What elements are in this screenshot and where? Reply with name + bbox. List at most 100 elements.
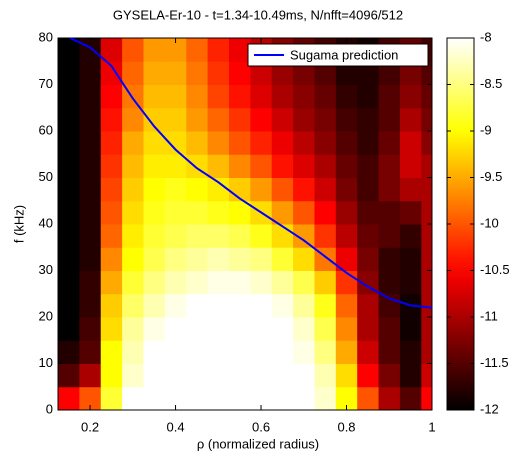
heatmap-cell: [378, 84, 401, 109]
line: [69, 38, 432, 309]
heatmap-cell: [207, 200, 230, 225]
heatmap-cell: [293, 107, 315, 132]
heatmap-cell: [378, 131, 401, 155]
heatmap-cell: [100, 154, 123, 178]
y-tick-label: 10: [39, 355, 53, 370]
heatmap-cell: [58, 293, 80, 318]
heatmap-cell: [271, 61, 294, 85]
heatmap-cell: [314, 107, 337, 132]
x-tick-label: 1: [428, 419, 435, 434]
heatmap-cell: [378, 386, 401, 410]
heatmap-cell: [293, 270, 315, 295]
heatmap-cell: [100, 247, 123, 271]
x-axis-label: ρ (normalized radius): [197, 436, 319, 451]
heatmap-cell: [399, 340, 422, 364]
heatmap-cell: [314, 317, 337, 341]
heatmap-cell: [228, 293, 251, 318]
heatmap-cell: [143, 363, 166, 388]
heatmap-cell: [335, 340, 358, 364]
heatmap-cell: [228, 154, 251, 178]
heatmap-cell: [186, 131, 209, 155]
x-tick-label: 0.2: [81, 419, 99, 434]
heatmap-cell: [293, 61, 315, 85]
heatmap-cell: [58, 61, 80, 85]
heatmap-cell: [58, 340, 80, 364]
heatmap-cell: [164, 340, 187, 364]
heatmap: [58, 38, 432, 410]
heatmap-cell: [250, 317, 273, 341]
heatmap-cell: [143, 247, 166, 271]
heatmap-cell: [207, 107, 230, 132]
heatmap-cell: [186, 107, 209, 132]
heatmap-cell: [250, 224, 273, 248]
y-tick-label: 50: [39, 169, 53, 184]
heatmap-cell: [143, 200, 166, 225]
heatmap-cell: [79, 247, 102, 271]
heatmap-cell: [100, 270, 123, 295]
heatmap-cell: [100, 363, 123, 388]
heatmap-cell: [399, 131, 422, 155]
heatmap-cell: [335, 131, 358, 155]
heatmap-cell: [314, 293, 337, 318]
heatmap-cell: [378, 177, 401, 202]
heatmap-cell: [228, 317, 251, 341]
colorbar-tick-label: -11.5: [480, 355, 509, 370]
heatmap-cell: [399, 363, 422, 388]
heatmap-cell: [271, 177, 294, 202]
heatmap-cell: [293, 247, 315, 271]
heatmap-cell: [186, 293, 209, 318]
heatmap-cell: [122, 224, 144, 248]
heatmap-cell: [335, 154, 358, 178]
heatmap-cell: [186, 38, 209, 62]
legend-box: [247, 43, 429, 67]
heatmap-cell: [164, 386, 187, 410]
heatmap-cell: [100, 200, 123, 225]
heatmap-cell: [250, 363, 273, 388]
heatmap-cell: [271, 154, 294, 178]
heatmap-cell: [164, 177, 187, 202]
heatmap-cell: [122, 247, 144, 271]
heatmap-cell: [293, 224, 315, 248]
heatmap-cell: [207, 131, 230, 155]
heatmap-cell: [58, 363, 80, 388]
heatmap-cell: [143, 270, 166, 295]
heatmap-cell: [207, 293, 230, 318]
heatmap-cell: [421, 131, 432, 155]
heatmap-cell: [164, 224, 187, 248]
heatmap-cell: [228, 61, 251, 85]
heatmap-cell: [357, 270, 380, 295]
heatmap-cell: [122, 270, 144, 295]
heatmap-cell: [378, 224, 401, 248]
heatmap-cell: [399, 200, 422, 225]
heatmap-cell: [399, 154, 422, 178]
heatmap-cell: [122, 61, 144, 85]
heatmap-cell: [164, 61, 187, 85]
heatmap-cell: [164, 247, 187, 271]
heatmap-cell: [207, 386, 230, 410]
heatmap-cell: [207, 177, 230, 202]
heatmap-cell: [250, 386, 273, 410]
heatmap-cell: [143, 107, 166, 132]
heatmap-cell: [293, 340, 315, 364]
colorbar-tick-label: -8: [480, 29, 492, 44]
heatmap-cell: [100, 293, 123, 318]
heatmap-cell: [399, 224, 422, 248]
heatmap-cell: [143, 386, 166, 410]
heatmap-cell: [186, 61, 209, 85]
heatmap-cell: [399, 270, 422, 295]
heatmap-cell: [335, 84, 358, 109]
heatmap-cell: [399, 386, 422, 410]
heatmap-cell: [399, 247, 422, 271]
heatmap-cell: [186, 363, 209, 388]
heatmap-cell: [164, 363, 187, 388]
heatmap-cell: [164, 200, 187, 225]
heatmap-cell: [186, 270, 209, 295]
heatmap-cell: [143, 224, 166, 248]
heatmap-cell: [378, 363, 401, 388]
heatmap-cell: [79, 61, 102, 85]
heatmap-cell: [207, 270, 230, 295]
heatmap-cell: [314, 177, 337, 202]
heatmap-cell: [399, 107, 422, 132]
y-tick-label: 30: [39, 262, 53, 277]
x-tick-label: 0.8: [337, 419, 355, 434]
